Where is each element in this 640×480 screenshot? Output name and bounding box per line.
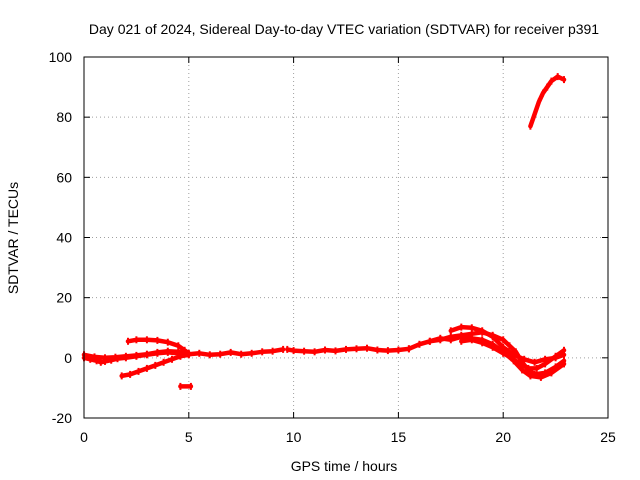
y-axis-title: SDTVAR / TECUs bbox=[5, 182, 21, 294]
y-tick-label: -20 bbox=[52, 410, 72, 426]
y-tick-label: 100 bbox=[49, 49, 73, 65]
series-arc-upper-hump bbox=[125, 337, 192, 356]
y-tick-label: 0 bbox=[64, 350, 72, 366]
series-arc-mid-1 bbox=[186, 347, 286, 358]
x-axis-title: GPS time / hours bbox=[291, 458, 398, 474]
x-tick-label: 5 bbox=[185, 429, 193, 445]
x-tick-label: 10 bbox=[286, 429, 302, 445]
y-tick-label: 20 bbox=[56, 290, 72, 306]
x-tick-label: 0 bbox=[80, 429, 88, 445]
plot-series bbox=[81, 73, 567, 390]
series-arc-mid-6 bbox=[427, 334, 567, 380]
y-tick-label: 60 bbox=[56, 169, 72, 185]
y-tick-label: 80 bbox=[56, 109, 72, 125]
x-tick-label: 15 bbox=[391, 429, 407, 445]
x-tick-label: 25 bbox=[600, 429, 616, 445]
plot-frame bbox=[83, 56, 609, 419]
x-tick-label: 20 bbox=[495, 429, 511, 445]
chart-title: Day 021 of 2024, Sidereal Day-to-day VTE… bbox=[89, 21, 599, 37]
axis-ticks: 0 5 10 15 20 25 -20 0 20 40 60 80 100 bbox=[49, 49, 616, 445]
y-tick-label: 40 bbox=[56, 230, 72, 246]
series-arc-mid-2 bbox=[285, 345, 412, 355]
series-arc-mid-4 bbox=[448, 324, 567, 365]
